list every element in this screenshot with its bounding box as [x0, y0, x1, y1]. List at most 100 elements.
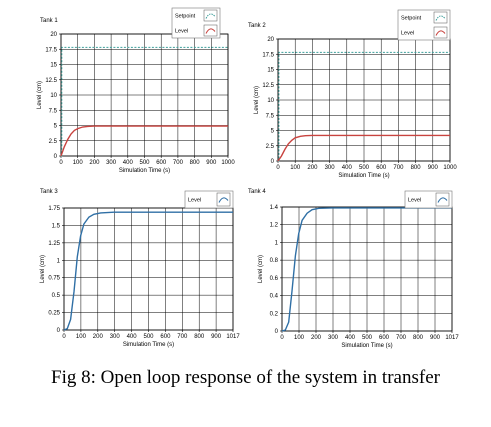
y-tick-label: 15 [50, 63, 57, 69]
legend-label: Level [401, 31, 414, 37]
x-tick-label: 100 [294, 335, 305, 341]
x-tick-label: 600 [379, 335, 390, 341]
x-tick-label: 200 [307, 165, 318, 171]
x-tick-label: 0 [62, 334, 66, 340]
legend: Setpoint Level [397, 9, 451, 41]
x-axis-label: Simulation Time (s) [338, 173, 389, 179]
y-tick-label: 1.4 [270, 205, 279, 211]
y-tick-label: 0 [57, 328, 61, 334]
legend: Level [184, 190, 234, 209]
chart-title: Tank 1 [40, 18, 58, 24]
y-tick-label: 20 [267, 37, 274, 43]
x-tick-label: 700 [393, 165, 404, 171]
x-axis-label: Simulation Time (s) [341, 343, 392, 349]
x-tick-label: 700 [177, 334, 188, 340]
y-tick-label: 7.5 [266, 113, 275, 119]
y-tick-label: 20 [50, 32, 57, 38]
x-tick-label: 0 [280, 335, 284, 341]
x-tick-label: 900 [430, 335, 441, 341]
y-axis-label: Level (cm) [37, 81, 43, 109]
y-tick-label: 0.2 [270, 311, 279, 317]
x-tick-label: 900 [428, 165, 439, 171]
x-tick-label: 500 [362, 335, 373, 341]
y-tick-label: 0 [271, 159, 275, 165]
x-tick-label: 300 [106, 160, 117, 166]
x-tick-label: 200 [89, 160, 100, 166]
y-tick-label: 12.5 [45, 78, 57, 84]
chart-panel-3: Tank 3 0 100 200 300 400 500 600 700 800 900 1017 0 0… [40, 189, 240, 348]
chart-panel-1: Tank 1 0 100 200 300 400 500 600 700 800 900 1000 0 2… [37, 7, 235, 174]
legend-swatch [203, 9, 218, 22]
y-axis-label: Level (cm) [254, 86, 260, 114]
series-line-level [60, 125, 228, 157]
legend: Setpoint Level [171, 7, 221, 39]
chart-panel-2: Tank 2 0 100 200 300 400 500 600 700 800 900 1000 0 2… [248, 9, 457, 179]
x-tick-label: 900 [211, 334, 222, 340]
x-tick-label: 600 [376, 165, 387, 171]
chart-panel-4: Tank 4 0 100 200 300 400 500 600 700 800 900 1017 0 0… [248, 189, 459, 349]
x-tick-label: 0 [59, 160, 63, 166]
x-tick-label: 1017 [226, 334, 240, 340]
legend-label: Level [175, 29, 188, 35]
x-tick-label: 500 [359, 165, 370, 171]
x-tick-label: 1000 [443, 165, 457, 171]
legend-swatch [435, 192, 450, 207]
legend-swatch [433, 26, 448, 39]
legend-line-icon [437, 197, 448, 203]
x-tick-label: 100 [290, 165, 301, 171]
chart-title: Tank 2 [248, 23, 266, 29]
x-tick-label: 200 [311, 335, 322, 341]
legend-swatch [433, 11, 448, 24]
y-tick-label: 7.5 [49, 108, 58, 114]
x-tick-label: 700 [396, 335, 407, 341]
x-tick-label: 500 [143, 334, 154, 340]
y-tick-label: 1.25 [48, 241, 60, 247]
chart-title: Tank 3 [40, 189, 58, 195]
x-tick-label: 300 [328, 335, 339, 341]
x-tick-label: 400 [123, 160, 134, 166]
y-tick-label: 15 [267, 68, 274, 74]
x-tick-label: 500 [139, 160, 150, 166]
legend-swatch [203, 24, 218, 37]
x-tick-label: 0 [276, 165, 280, 171]
x-tick-label: 800 [194, 334, 205, 340]
legend-line-icon [205, 28, 216, 34]
legend-line-icon [435, 30, 446, 36]
legend-line-icon [218, 197, 229, 203]
y-tick-label: 10 [267, 98, 274, 104]
x-tick-label: 600 [156, 160, 167, 166]
x-tick-label: 1017 [445, 335, 459, 341]
y-tick-label: 0.25 [48, 311, 60, 317]
x-tick-label: 800 [190, 160, 201, 166]
legend-line-icon [435, 15, 446, 21]
x-tick-label: 400 [127, 334, 138, 340]
y-tick-label: 17.5 [45, 47, 57, 53]
y-tick-label: 1.75 [48, 206, 60, 212]
y-axis-label: Level (cm) [258, 255, 264, 283]
x-tick-label: 300 [325, 165, 336, 171]
x-tick-label: 700 [173, 160, 184, 166]
x-tick-label: 1000 [221, 160, 235, 166]
y-tick-label: 5 [271, 129, 275, 135]
y-tick-label: 5 [54, 124, 58, 130]
y-tick-label: 1.5 [52, 223, 61, 229]
y-tick-label: 17.5 [262, 52, 274, 58]
legend: Level [404, 190, 453, 209]
figure-caption: Fig 8: Open loop response of the system … [51, 367, 440, 388]
y-tick-label: 12.5 [262, 83, 274, 89]
x-tick-label: 100 [76, 334, 87, 340]
x-tick-label: 800 [413, 335, 424, 341]
legend-swatch [216, 192, 231, 207]
series-line-level [277, 134, 450, 162]
x-tick-label: 200 [93, 334, 104, 340]
x-tick-label: 900 [206, 160, 217, 166]
y-tick-label: 0 [275, 329, 279, 335]
x-tick-label: 400 [342, 165, 353, 171]
x-tick-label: 600 [160, 334, 171, 340]
legend-line-icon [205, 13, 216, 19]
x-axis-label: Simulation Time (s) [119, 168, 170, 174]
y-tick-label: 1 [275, 240, 279, 246]
y-tick-label: 1.2 [270, 223, 279, 229]
series-line-level [63, 211, 233, 331]
